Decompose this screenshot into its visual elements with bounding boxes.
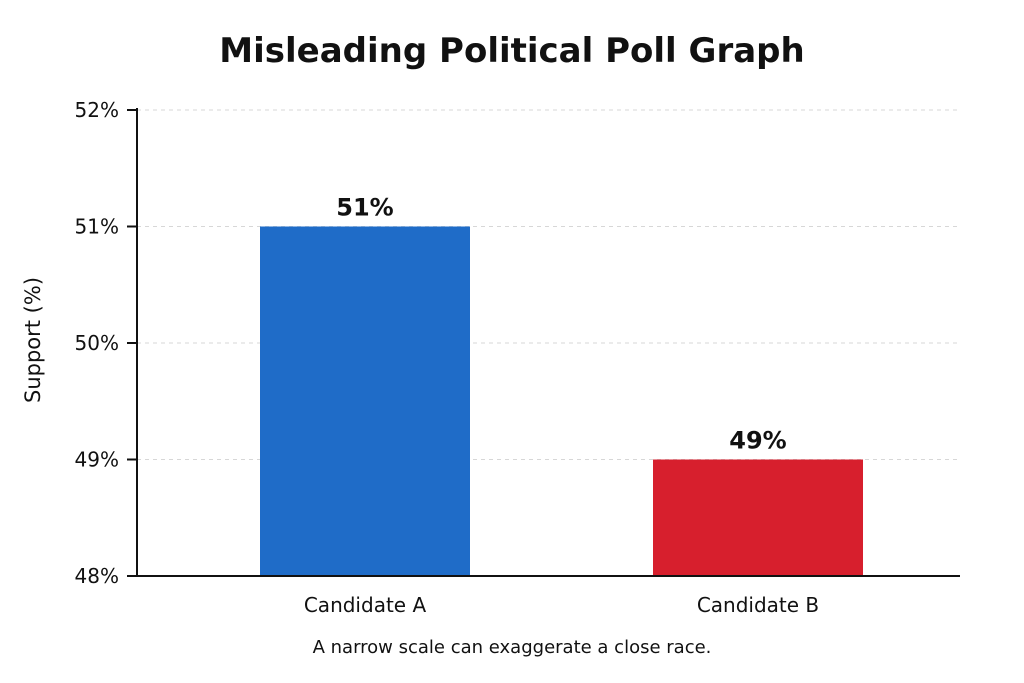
bar-value-labels: 51% 49%: [336, 194, 786, 455]
y-tick-label-52: 52%: [75, 98, 119, 122]
category-label-candidate-a: Candidate A: [304, 593, 427, 617]
y-axis-label: Support (%): [21, 277, 45, 403]
bar-candidate-b: [653, 459, 863, 576]
bar-candidate-a: [260, 226, 470, 576]
x-category-labels: Candidate A Candidate B: [304, 593, 819, 617]
y-tick-label-49: 49%: [75, 448, 119, 472]
chart-title: Misleading Political Poll Graph: [219, 31, 804, 71]
y-tick-label-51: 51%: [75, 215, 119, 239]
value-label-candidate-b: 49%: [729, 427, 786, 455]
category-label-candidate-b: Candidate B: [697, 593, 819, 617]
y-tick-label-48: 48%: [75, 564, 119, 588]
bars: [260, 226, 863, 576]
y-tick-label-50: 50%: [75, 331, 119, 355]
y-ticks: 48% 49% 50% 51% 52%: [75, 98, 137, 588]
chart-caption: A narrow scale can exaggerate a close ra…: [313, 637, 712, 658]
value-label-candidate-a: 51%: [336, 194, 393, 222]
